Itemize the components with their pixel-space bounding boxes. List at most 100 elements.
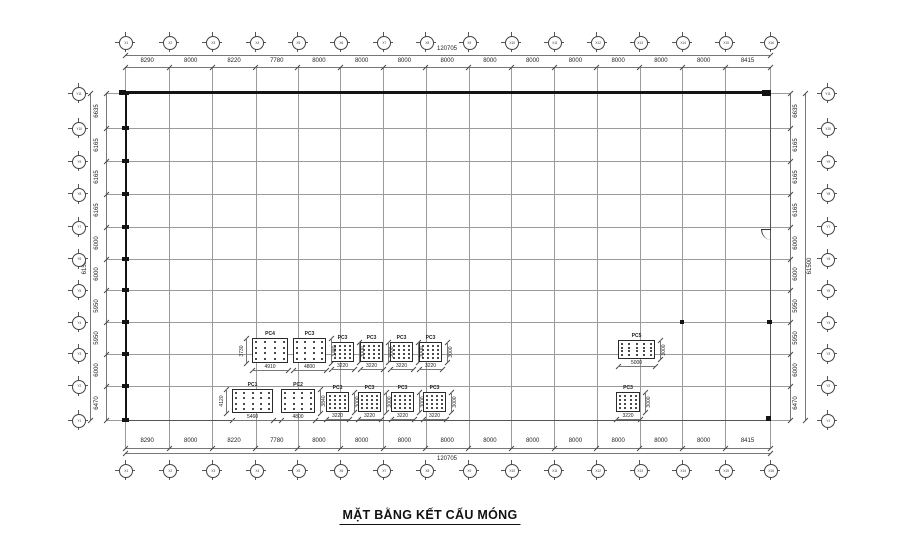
pile-dot xyxy=(376,395,378,397)
bay-dimension-top: 8000 xyxy=(183,58,198,64)
grid-line-horizontal xyxy=(106,290,790,292)
pile-dot xyxy=(339,349,341,351)
pile-cap xyxy=(326,392,349,412)
pile-cap-label: PC3 xyxy=(337,335,348,341)
grid-line-vertical xyxy=(169,67,171,448)
pile-dot xyxy=(243,402,246,405)
pile-dot xyxy=(361,403,363,405)
pile-dot xyxy=(344,403,346,405)
bay-dimension-bottom: 8000 xyxy=(525,438,540,444)
axis-bubble-label: Y4 xyxy=(77,321,81,325)
pile-cap xyxy=(252,338,288,363)
column-mark xyxy=(121,418,129,422)
pile-cap-width-dim-line xyxy=(390,369,413,370)
pile-cap-width-dim: 4910 xyxy=(264,364,276,370)
grid-bubble: Y1 xyxy=(68,410,88,430)
pile-dot xyxy=(273,352,276,355)
pile-dot xyxy=(409,403,411,405)
pile-dot xyxy=(394,395,396,397)
grid-line-vertical xyxy=(596,67,598,448)
pile-dot xyxy=(629,399,632,401)
pile-dot xyxy=(373,345,375,347)
pile-dot xyxy=(264,346,267,349)
axis-bubble-label: X13 xyxy=(637,469,644,473)
grid-bubble-circle: X16 xyxy=(764,464,778,478)
grid-bubble-circle: X4 xyxy=(249,36,264,50)
dim-tick xyxy=(767,52,773,59)
grid-bubble: X9 xyxy=(458,460,479,480)
axis-bubble-label: X5 xyxy=(296,469,301,473)
pile-dot xyxy=(349,353,351,355)
pile-cap-height-dim-line xyxy=(386,392,387,412)
bay-dimension-bottom: 8290 xyxy=(140,438,154,444)
grid-bubble: X15 xyxy=(715,460,736,480)
pile-cap xyxy=(360,342,383,362)
pile-dot xyxy=(363,345,365,347)
pile-cap-height-dim-line xyxy=(451,392,452,412)
pile-dot xyxy=(629,407,632,409)
pile-dot xyxy=(292,408,295,410)
grid-bubble: Y7 xyxy=(68,216,88,237)
pile-dot xyxy=(408,353,410,355)
axis-bubble-label: Y8 xyxy=(77,193,81,197)
column-mark xyxy=(766,415,771,421)
pile-cap-height-dim: 3000 xyxy=(646,396,652,408)
pile-dot xyxy=(312,341,315,343)
pile-dot xyxy=(268,408,270,410)
axis-bubble-label: X12 xyxy=(594,41,601,45)
grid-bubble: X11 xyxy=(544,460,565,480)
pile-dot xyxy=(422,349,424,351)
axis-bubble-label: X4 xyxy=(255,469,259,473)
pile-dot xyxy=(436,395,438,397)
grid-bubble-circle: X4 xyxy=(249,464,264,478)
pile-dot xyxy=(635,346,638,349)
column-mark xyxy=(680,320,684,324)
bay-dimension-left: 5950 xyxy=(94,299,100,313)
pile-dot xyxy=(310,392,312,394)
pile-cap-width-dim: 5460 xyxy=(246,414,259,420)
column-mark xyxy=(121,191,129,196)
grid-bubble-circle: X7 xyxy=(377,464,392,478)
grid-bubble: Y5 xyxy=(68,280,88,301)
column-mark xyxy=(766,320,772,324)
pile-cap xyxy=(293,338,326,363)
pile-dot xyxy=(334,407,336,409)
pile-dot xyxy=(432,349,434,351)
bay-dimension-left: 5950 xyxy=(94,331,100,345)
axis-bubble-label: Y6 xyxy=(77,257,81,262)
bay-dimension-top: 8000 xyxy=(440,58,454,64)
pile-dot xyxy=(334,403,336,405)
bay-dimension-left: 6165 xyxy=(94,203,100,217)
pile-cap-height-dim-line xyxy=(246,338,247,363)
pile-dot xyxy=(259,392,262,394)
pile-dot xyxy=(398,349,400,351)
column-mark xyxy=(121,288,129,293)
grid-bubble: X10 xyxy=(501,460,522,480)
pile-cap xyxy=(423,392,446,412)
bay-dimension-top: 8000 xyxy=(525,58,540,64)
pile-dot xyxy=(371,403,373,405)
grid-bubble-circle: X11 xyxy=(548,464,563,478)
pile-dot xyxy=(624,403,627,405)
grid-bubble-circle: Y10 xyxy=(821,122,835,137)
grid-line-vertical xyxy=(340,67,342,448)
pile-dot xyxy=(378,349,380,351)
pile-dot xyxy=(642,346,645,349)
axis-bubble-label: Y10 xyxy=(76,127,82,131)
grid-bubble-circle: X1 xyxy=(119,464,133,478)
pile-cap-height-dim: 3730 xyxy=(239,344,245,357)
grid-bubble-circle: Y3 xyxy=(821,347,835,362)
grid-bubble: X13 xyxy=(629,32,650,52)
grid-bubble: X6 xyxy=(330,460,351,480)
bay-dimension-right: 5950 xyxy=(793,331,799,345)
axis-bubble-label: Y6 xyxy=(826,257,830,262)
bay-dimension-bottom: 8000 xyxy=(696,438,711,444)
pile-dot xyxy=(650,354,652,356)
pile-dot xyxy=(259,402,262,405)
pile-dot xyxy=(283,346,285,349)
pile-cap-width-dim: 3220 xyxy=(424,363,437,369)
pile-dot xyxy=(398,357,400,359)
pile-dot xyxy=(403,357,405,359)
pile-cap xyxy=(390,342,413,362)
grid-bubble-circle: Y1 xyxy=(821,414,835,428)
